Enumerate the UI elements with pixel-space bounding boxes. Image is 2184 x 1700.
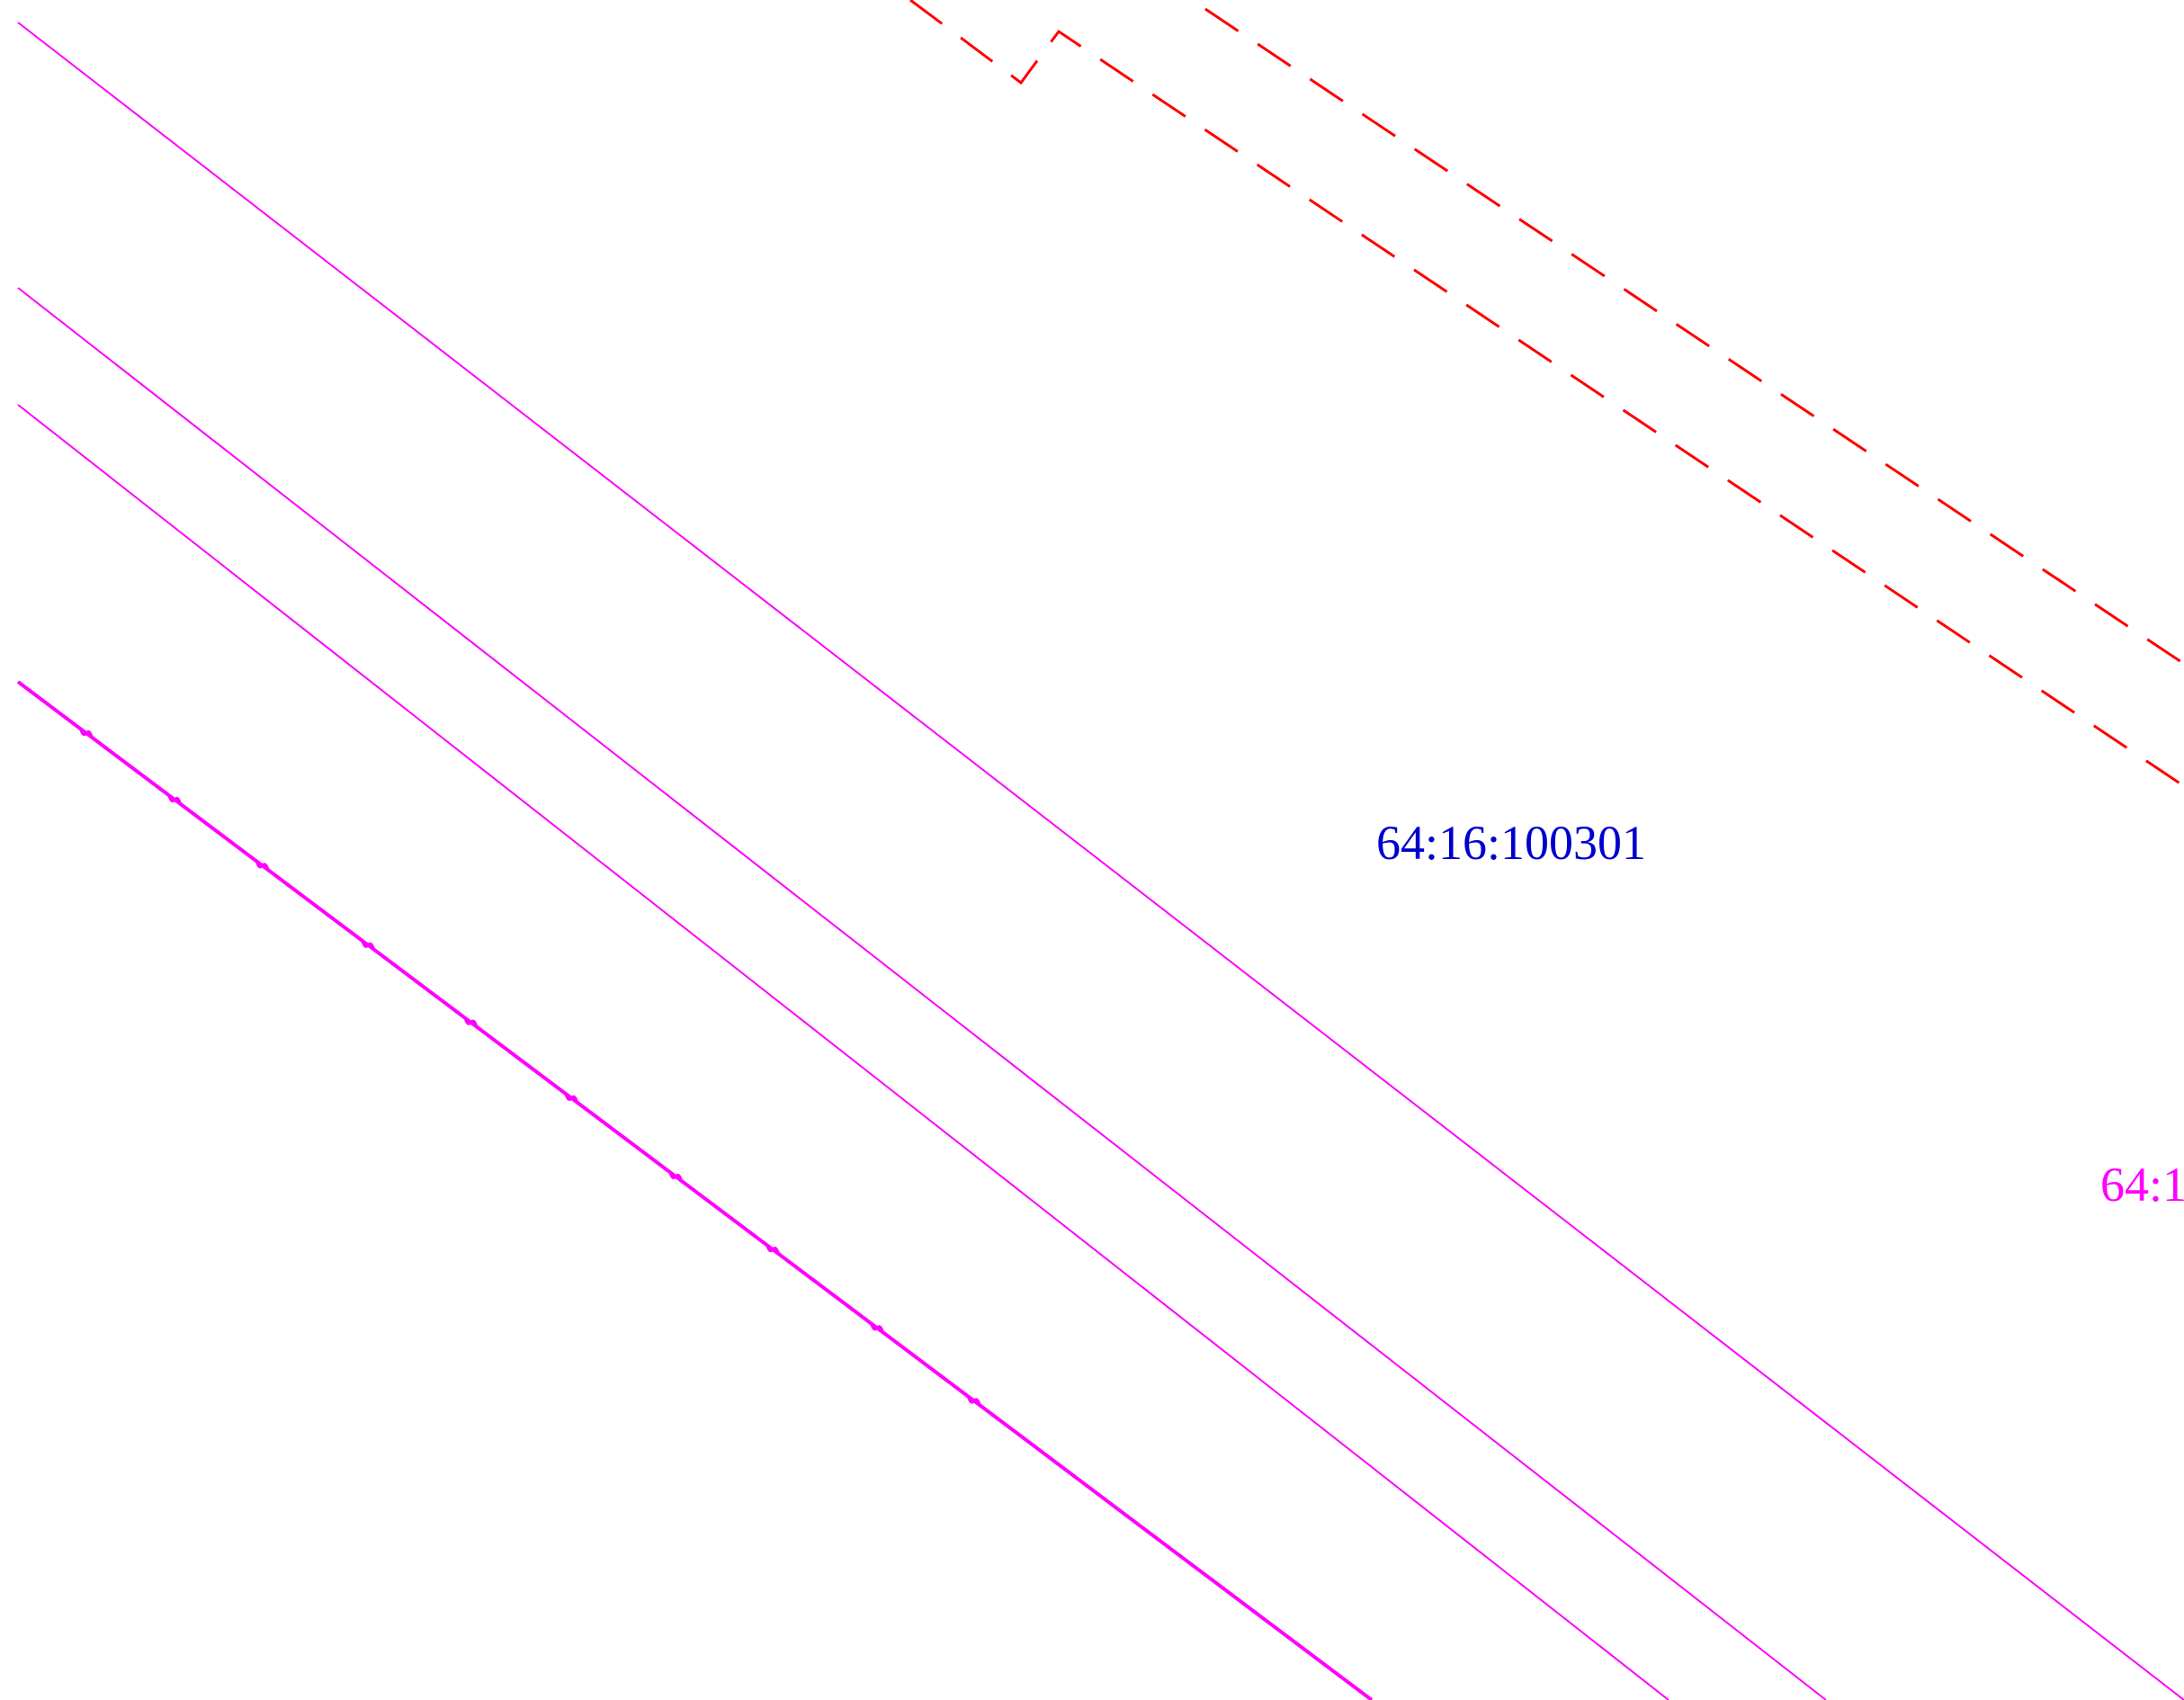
- fence-tick-icon: [167, 794, 183, 805]
- fence-line-group: [16, 680, 1374, 1700]
- fence-ticks: [79, 728, 981, 1406]
- parcel-line-1: [17, 22, 2184, 1700]
- parcel-partial-label: 64:1: [2100, 1158, 2184, 1212]
- fence-tick-icon: [765, 1244, 780, 1255]
- fence-tick-icon: [668, 1171, 684, 1182]
- parcel-lines-group: [17, 22, 2184, 1700]
- boundary-dashed-line-1: [909, 0, 2184, 788]
- cadastral-quarter-label: 64:16:100301: [1376, 816, 1646, 870]
- fence-tick-icon: [361, 940, 376, 950]
- parcel-line-3: [17, 404, 1669, 1700]
- fence-tick-icon: [564, 1093, 579, 1104]
- fence-line: [16, 680, 1374, 1700]
- parcel-line-2: [17, 287, 1827, 1700]
- boundary-dashed-group: [909, 0, 2184, 788]
- fence-tick-icon: [255, 861, 270, 871]
- fence-tick-icon: [870, 1323, 884, 1333]
- fence-tick-icon: [967, 1396, 981, 1406]
- boundary-dashed-line-2: [1204, 7, 2184, 666]
- fence-tick-icon: [79, 728, 94, 738]
- fence-tick-icon: [463, 1017, 479, 1027]
